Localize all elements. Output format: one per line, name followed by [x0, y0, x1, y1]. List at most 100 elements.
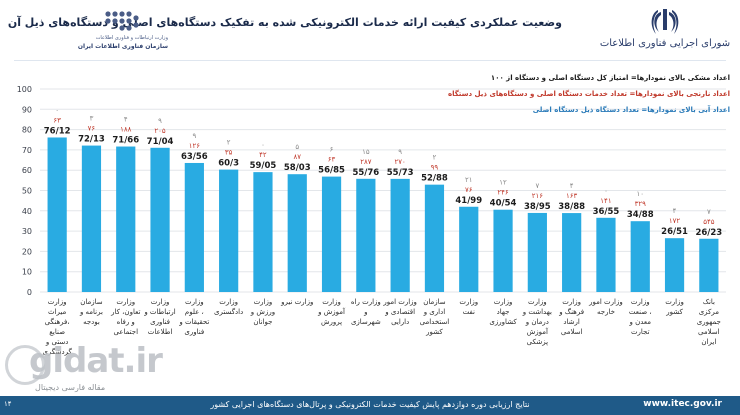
category-label: علوم ، — [185, 308, 204, 316]
category-label: بانک — [703, 298, 715, 306]
service-count-label: ۲۱۶ — [532, 192, 544, 200]
bar-value-label: 59/05 — [250, 161, 277, 171]
service-count-label: ۶۳ — [328, 156, 336, 164]
y-tick-label: 50 — [22, 187, 32, 196]
chart-legend: اعداد مشکی بالای نمودارها= امتیاز کل دست… — [448, 70, 730, 118]
category-label: دستی و — [45, 338, 69, 346]
bar — [596, 217, 616, 292]
bar-value-label: 41/99 — [455, 196, 482, 206]
service-count-label: ۹۹ — [431, 164, 439, 172]
service-count-label: ۳۵ — [225, 149, 233, 157]
service-count-label: ۲۷۰ — [395, 158, 406, 166]
bar — [527, 212, 547, 292]
category-label: پزشکی — [527, 338, 548, 346]
category-label: وزارت امور — [382, 298, 417, 306]
sub-count-label: ۹ — [158, 117, 162, 125]
y-tick-label: 0 — [27, 288, 32, 297]
watermark: gidat.ir مقاله فارسی دیجیتال — [5, 337, 165, 397]
emblem-icon — [651, 9, 679, 34]
y-tick-label: 60 — [22, 166, 32, 175]
legend-blue: اعداد آبی بالای نمودارها= تعداد دستگاه ذ… — [532, 106, 730, 114]
bar-value-label: 63/56 — [181, 152, 208, 162]
bar-value-label: 55/73 — [387, 168, 414, 178]
y-tick-label: 20 — [22, 247, 32, 256]
category-label: اجتماعی — [113, 328, 138, 336]
service-count-label: ۷۶ — [88, 125, 96, 133]
service-count-label: ۱۸۸ — [120, 126, 132, 134]
bar — [81, 145, 102, 292]
y-tick-label: 10 — [22, 268, 32, 277]
bar-value-label: 26/23 — [695, 228, 722, 238]
bar-value-label: 55/76 — [352, 168, 379, 178]
bar — [321, 176, 342, 292]
category-label: میراث — [48, 308, 67, 316]
category-label: سازمان — [423, 298, 446, 306]
sub-count-label: ۹ — [192, 132, 196, 140]
sub-count-label: ۰ — [261, 141, 265, 149]
bar — [287, 174, 307, 292]
council-logo: شورای اجرایی فناوری اطلاعات — [595, 6, 735, 56]
legend-orange: اعداد نارنجی بالای نمودارها= تعداد خدمات… — [447, 90, 730, 98]
service-count-label: ۲۰۵ — [154, 127, 166, 135]
footer-text: نتایج ارزیابی دوره دوازدهم پایش کیفیت خد… — [210, 400, 530, 409]
org-line2: سازمان فناوری اطلاعات ایران — [77, 43, 168, 50]
service-count-label: ۲۸۷ — [360, 158, 372, 166]
category-label: فناوری — [150, 318, 170, 326]
bar-value-label: 71/66 — [112, 136, 139, 146]
legend-black: اعداد مشکی بالای نمودارها= امتیاز کل دست… — [490, 74, 730, 82]
footer-site-link[interactable]: www.itec.gov.ir — [643, 399, 722, 409]
bar-value-label: 52/88 — [421, 174, 448, 184]
category-label: دادگستری — [214, 307, 243, 316]
sub-count-label: ۶ — [330, 146, 334, 154]
sub-count-label: ۱۵ — [362, 148, 370, 156]
y-tick-label: 70 — [22, 146, 32, 155]
category-label: اسلامی — [561, 328, 583, 336]
category-label: وزارت — [185, 298, 204, 306]
category-label: وزارت — [48, 298, 67, 306]
category-label: ارتباطات و — [143, 308, 175, 316]
category-label: تعاون، کار — [110, 308, 140, 316]
service-count-label: ۶۳ — [53, 116, 61, 124]
category-label: فرهنگ و — [558, 307, 584, 316]
category-label: بودجه — [83, 318, 100, 326]
sub-count-label: ۰ — [55, 106, 59, 114]
category-label: جوانان — [253, 318, 272, 326]
bar — [630, 221, 650, 292]
sub-count-label: ۷ — [707, 208, 711, 216]
category-label: وزارت — [151, 298, 170, 306]
category-label: وزارت — [219, 298, 238, 306]
service-count-label: ۴۲ — [259, 151, 267, 159]
category-label: دارایی — [391, 318, 409, 326]
service-count-label: ۱۴۱ — [600, 197, 611, 205]
category-label: وزارت — [322, 298, 341, 306]
category-label: فرهنگی، — [45, 317, 70, 326]
watermark-logo: gidat.ir — [29, 341, 163, 381]
category-label: وزارت — [665, 298, 684, 306]
category-label: فناوری — [184, 328, 204, 336]
category-label: تحقیقات و — [178, 318, 209, 326]
y-tick-label: 100 — [17, 85, 32, 94]
category-label: آموزش و — [317, 307, 346, 316]
category-label: وزارت راه — [351, 298, 381, 306]
category-label: جمهوری — [697, 318, 721, 326]
ito-logo-icon — [105, 11, 139, 31]
chart-bars — [47, 137, 719, 292]
bar — [664, 238, 685, 292]
category-label: گردشگری — [42, 347, 72, 356]
sub-count-label: ۲۱ — [465, 176, 473, 184]
category-label: سازمان — [80, 298, 103, 306]
category-label: ورزش و — [250, 308, 275, 316]
sub-count-label: ۴ — [570, 182, 574, 190]
sub-count-label: ۱۲ — [499, 179, 507, 187]
page-number: ۱۴ — [4, 400, 12, 408]
category-label: ارشاد — [563, 318, 579, 326]
category-label: کشور — [665, 308, 683, 316]
sub-count-label: ۰ — [604, 187, 608, 195]
bar — [356, 178, 376, 292]
bar-value-label: 76/12 — [44, 126, 71, 136]
y-tick-label: 80 — [22, 126, 32, 135]
bar-value-label: 60/3 — [218, 159, 239, 169]
category-label: تجارت — [631, 328, 650, 336]
bar-value-label: 58/03 — [284, 163, 311, 173]
